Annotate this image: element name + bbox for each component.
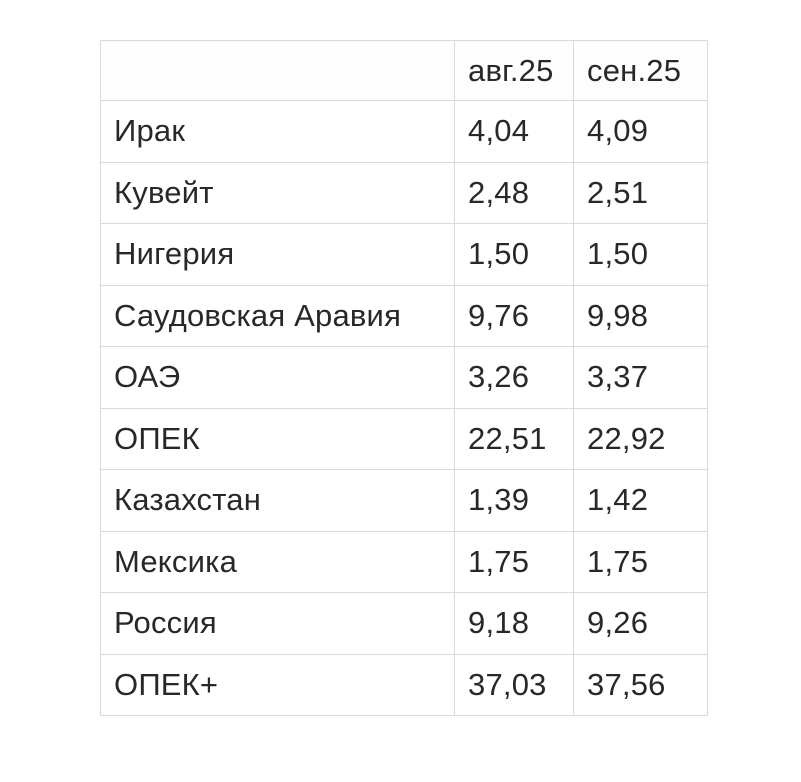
data-table-container: авг.25 сен.25 Ирак 4,04 4,09 Кувейт 2,48 2,51… xyxy=(100,40,708,716)
value-cell: 37,03 xyxy=(454,653,574,716)
value-cell: 9,98 xyxy=(573,284,708,347)
value-cell: 2,48 xyxy=(454,161,574,224)
row-label-cell: Саудовская Аравия xyxy=(100,284,455,347)
table-row: Мексика 1,75 1,75 xyxy=(100,530,708,593)
row-label-cell: ОПЕК xyxy=(100,407,455,470)
value-cell: 1,50 xyxy=(573,223,708,286)
row-label-cell: Казахстан xyxy=(100,469,455,532)
table-header: авг.25 сен.25 xyxy=(100,40,708,101)
table-row: Саудовская Аравия 9,76 9,98 xyxy=(100,284,708,347)
value-cell: 3,26 xyxy=(454,346,574,409)
header-row: авг.25 сен.25 xyxy=(100,40,708,101)
table-row: Россия 9,18 9,26 xyxy=(100,592,708,655)
row-label-cell: ОАЭ xyxy=(100,346,455,409)
table-row: ОПЕК 22,51 22,92 xyxy=(100,407,708,470)
row-label-cell: Нигерия xyxy=(100,223,455,286)
value-cell: 9,18 xyxy=(454,592,574,655)
header-col-aug25: авг.25 xyxy=(454,40,574,101)
table-row: ОПЕК+ 37,03 37,56 xyxy=(100,653,708,716)
value-cell: 9,26 xyxy=(573,592,708,655)
value-cell: 9,76 xyxy=(454,284,574,347)
table-row: ОАЭ 3,26 3,37 xyxy=(100,346,708,409)
value-cell: 3,37 xyxy=(573,346,708,409)
row-label-cell: Кувейт xyxy=(100,161,455,224)
table-row: Кувейт 2,48 2,51 xyxy=(100,161,708,224)
row-label-cell: ОПЕК+ xyxy=(100,653,455,716)
header-col-sep25: сен.25 xyxy=(573,40,708,101)
table-row: Ирак 4,04 4,09 xyxy=(100,100,708,163)
value-cell: 2,51 xyxy=(573,161,708,224)
row-label-cell: Ирак xyxy=(100,100,455,163)
value-cell: 22,92 xyxy=(573,407,708,470)
row-label-cell: Россия xyxy=(100,592,455,655)
header-corner-cell xyxy=(100,40,455,101)
data-table: авг.25 сен.25 Ирак 4,04 4,09 Кувейт 2,48 2,51… xyxy=(100,40,708,716)
value-cell: 1,75 xyxy=(573,530,708,593)
value-cell: 37,56 xyxy=(573,653,708,716)
value-cell: 1,42 xyxy=(573,469,708,532)
value-cell: 4,04 xyxy=(454,100,574,163)
table-row: Казахстан 1,39 1,42 xyxy=(100,469,708,532)
value-cell: 1,75 xyxy=(454,530,574,593)
value-cell: 1,39 xyxy=(454,469,574,532)
value-cell: 22,51 xyxy=(454,407,574,470)
value-cell: 4,09 xyxy=(573,100,708,163)
row-label-cell: Мексика xyxy=(100,530,455,593)
table-body: Ирак 4,04 4,09 Кувейт 2,48 2,51 Нигерия 1,50 1,5… xyxy=(100,100,708,716)
value-cell: 1,50 xyxy=(454,223,574,286)
table-row: Нигерия 1,50 1,50 xyxy=(100,223,708,286)
